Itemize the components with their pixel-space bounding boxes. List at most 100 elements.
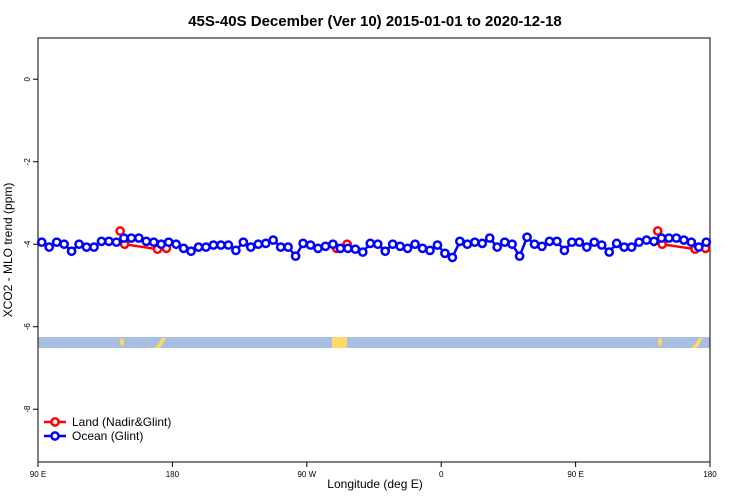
y-tick-label: -8 bbox=[23, 405, 32, 413]
x-tick-label: 90 E bbox=[567, 470, 583, 479]
data-point bbox=[469, 237, 480, 248]
data-point bbox=[604, 247, 615, 257]
data-point bbox=[537, 241, 547, 252]
data-point bbox=[260, 238, 271, 249]
data-point bbox=[268, 235, 279, 245]
data-point bbox=[440, 248, 450, 259]
x-tick-label: 90 W bbox=[297, 470, 316, 479]
y-axis-label: XCO2 - MLO trend (ppm) bbox=[1, 183, 15, 318]
data-point bbox=[328, 239, 338, 250]
data-point bbox=[522, 232, 532, 243]
data-point bbox=[171, 239, 181, 250]
data-point bbox=[425, 245, 435, 256]
data-point bbox=[432, 240, 443, 250]
data-point bbox=[380, 246, 391, 257]
data-point bbox=[141, 236, 152, 247]
data-point bbox=[574, 237, 585, 248]
data-point bbox=[589, 237, 600, 248]
data-point bbox=[201, 242, 211, 252]
data-point bbox=[499, 237, 510, 248]
data-point bbox=[656, 233, 667, 243]
data-point bbox=[634, 237, 644, 248]
data-point bbox=[581, 242, 592, 252]
data-point bbox=[664, 233, 674, 243]
data-point bbox=[290, 251, 301, 262]
y-tick-label: -2 bbox=[23, 158, 32, 166]
data-point bbox=[320, 241, 331, 252]
data-point bbox=[313, 243, 323, 254]
data-point bbox=[455, 236, 465, 247]
data-point bbox=[679, 235, 689, 245]
data-point bbox=[462, 239, 473, 250]
data-point bbox=[238, 237, 249, 248]
x-tick-label: 180 bbox=[703, 470, 717, 479]
x-tick-label: 0 bbox=[439, 470, 444, 479]
data-point bbox=[223, 240, 234, 250]
land-patch bbox=[692, 338, 703, 348]
legend-label: Ocean (Glint) bbox=[72, 429, 143, 443]
data-point bbox=[544, 236, 555, 247]
data-point bbox=[208, 240, 219, 250]
data-point bbox=[74, 239, 84, 250]
data-point bbox=[96, 236, 107, 247]
data-point bbox=[619, 242, 629, 252]
data-point bbox=[119, 233, 129, 243]
data-point bbox=[447, 252, 458, 263]
legend-marker bbox=[50, 417, 60, 427]
data-point bbox=[596, 240, 607, 250]
data-point bbox=[89, 242, 99, 252]
data-point bbox=[216, 240, 226, 250]
data-point bbox=[36, 237, 47, 248]
data-point bbox=[298, 238, 308, 249]
data-point bbox=[611, 238, 622, 249]
legend-label: Land (Nadir&Glint) bbox=[72, 415, 171, 429]
data-point bbox=[387, 239, 398, 250]
data-point bbox=[514, 251, 525, 262]
data-point bbox=[626, 242, 637, 252]
data-point bbox=[148, 237, 159, 248]
x-tick-label: 180 bbox=[166, 470, 180, 479]
x-tick-label: 90 E bbox=[30, 470, 46, 479]
land-sea-strip bbox=[38, 337, 710, 348]
data-point bbox=[652, 226, 663, 236]
data-point bbox=[44, 242, 55, 252]
data-point bbox=[350, 244, 361, 255]
data-point bbox=[253, 239, 264, 250]
data-point bbox=[104, 236, 114, 247]
data-point bbox=[559, 245, 570, 256]
data-point bbox=[275, 242, 286, 252]
data-point bbox=[186, 246, 196, 257]
land-patch bbox=[658, 338, 662, 346]
y-tick-label: 0 bbox=[23, 76, 32, 81]
data-point bbox=[245, 242, 256, 252]
data-point bbox=[477, 238, 488, 249]
data-point bbox=[126, 233, 137, 243]
data-point bbox=[567, 237, 577, 248]
data-point bbox=[410, 239, 420, 250]
data-point bbox=[402, 243, 413, 254]
chart-title: 45S-40S December (Ver 10) 2015-01-01 to … bbox=[188, 13, 562, 30]
data-point bbox=[686, 237, 697, 248]
data-point bbox=[372, 239, 383, 250]
data-point bbox=[111, 237, 122, 248]
data-point bbox=[115, 226, 125, 236]
data-point bbox=[417, 243, 428, 254]
data-point bbox=[693, 242, 704, 252]
data-point bbox=[492, 242, 503, 252]
data-point bbox=[649, 236, 659, 247]
data-point bbox=[133, 233, 144, 243]
data-point bbox=[671, 233, 682, 243]
ocean-strip bbox=[38, 337, 710, 348]
data-point bbox=[305, 240, 316, 250]
data-point bbox=[66, 246, 77, 257]
data-point bbox=[51, 237, 62, 248]
land-patch bbox=[120, 338, 124, 346]
y-tick-label: -6 bbox=[23, 323, 32, 331]
land-patch bbox=[332, 337, 347, 348]
data-point bbox=[231, 245, 241, 256]
data-point bbox=[343, 243, 353, 254]
data-point bbox=[701, 237, 712, 248]
data-point bbox=[81, 242, 92, 252]
data-point bbox=[365, 238, 376, 249]
